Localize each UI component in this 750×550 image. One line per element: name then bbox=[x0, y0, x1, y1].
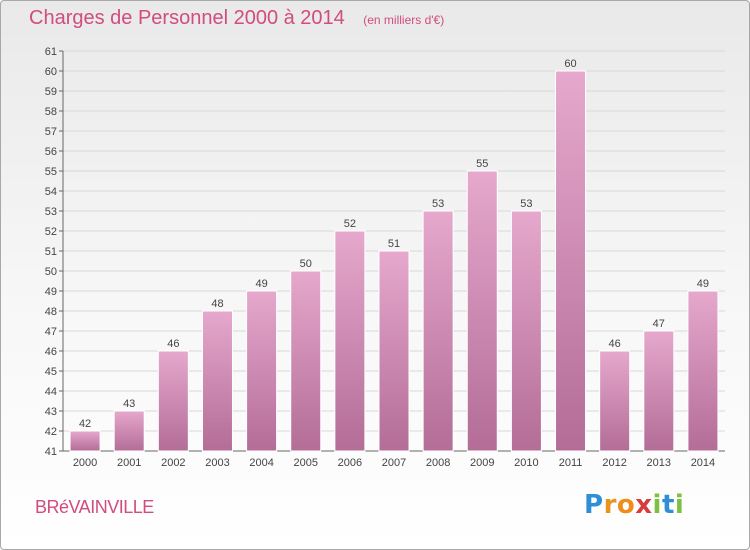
y-tick-label: 56 bbox=[45, 146, 57, 158]
bar-value-label: 50 bbox=[300, 258, 312, 270]
logo-letter: t bbox=[661, 490, 675, 520]
chart-header: Charges de Personnel 2000 à 2014 (en mil… bbox=[29, 7, 444, 30]
bar-value-label: 46 bbox=[609, 338, 621, 350]
bar bbox=[113, 410, 145, 452]
bar bbox=[334, 230, 366, 452]
y-tick-label: 46 bbox=[45, 346, 57, 358]
x-tick-label: 2009 bbox=[470, 457, 494, 469]
y-tick-label: 44 bbox=[45, 386, 57, 398]
y-tick-label: 50 bbox=[45, 266, 57, 278]
proxiti-logo: Proxiti bbox=[584, 490, 684, 520]
bar bbox=[157, 350, 189, 452]
bar bbox=[201, 310, 233, 452]
y-tick-label: 51 bbox=[45, 246, 57, 258]
y-tick-label: 48 bbox=[45, 306, 57, 318]
y-tick-label: 52 bbox=[45, 226, 57, 238]
bar bbox=[510, 210, 542, 452]
x-tick-label: 2003 bbox=[205, 457, 229, 469]
bar-value-labels: 42 43 46 48 49 50 52 51 53 55 53 60 46 47 49 bbox=[79, 58, 709, 430]
bar bbox=[687, 290, 719, 452]
y-tick-label: 61 bbox=[45, 46, 57, 58]
x-tick-label: 2004 bbox=[249, 457, 273, 469]
chart-subtitle: (en milliers d'€) bbox=[363, 13, 445, 27]
bar-value-label: 53 bbox=[432, 198, 444, 210]
y-tick-label: 54 bbox=[45, 186, 57, 198]
commune-name: BRéVAINVILLE bbox=[35, 497, 154, 517]
y-tick-label: 41 bbox=[45, 446, 57, 458]
x-tick-label: 2008 bbox=[426, 457, 450, 469]
bar-value-label: 49 bbox=[697, 278, 709, 290]
bar bbox=[422, 210, 454, 452]
y-tick-label: 58 bbox=[45, 106, 57, 118]
logo-letter: P bbox=[584, 490, 604, 520]
bar-value-label: 46 bbox=[167, 338, 179, 350]
chart-title: Charges de Personnel 2000 à 2014 bbox=[29, 7, 345, 29]
bar-value-label: 48 bbox=[211, 298, 223, 310]
bar-value-label: 42 bbox=[79, 418, 91, 430]
x-tick-label: 2011 bbox=[559, 457, 583, 469]
logo-letter: i bbox=[674, 490, 685, 520]
bar-value-label: 47 bbox=[653, 318, 665, 330]
bar-value-label: 55 bbox=[476, 158, 488, 170]
x-tick-label: 2006 bbox=[338, 457, 362, 469]
x-tick-label: 2014 bbox=[691, 457, 715, 469]
bar-value-label: 51 bbox=[388, 238, 400, 250]
bar bbox=[466, 170, 498, 452]
y-tick-label: 42 bbox=[45, 426, 57, 438]
bar bbox=[555, 70, 587, 452]
logo-letter: r bbox=[603, 490, 617, 520]
bar bbox=[69, 430, 101, 452]
bar bbox=[378, 250, 410, 452]
y-tick-label: 49 bbox=[45, 286, 57, 298]
x-axis-labels: 2000 2001 2002 2003 2004 2005 2006 2007 2008 2009… bbox=[73, 457, 715, 469]
x-tick-label: 2010 bbox=[514, 457, 538, 469]
bar-value-label: 49 bbox=[255, 278, 267, 290]
x-tick-label: 2001 bbox=[117, 457, 141, 469]
x-tick-label: 2013 bbox=[647, 457, 671, 469]
logo-letter: o bbox=[616, 490, 636, 520]
bar-value-label: 52 bbox=[344, 218, 356, 230]
logo-letter: x bbox=[635, 490, 653, 520]
bar-value-label: 60 bbox=[564, 58, 576, 70]
y-tick-label: 59 bbox=[45, 86, 57, 98]
bar bbox=[246, 290, 278, 452]
y-tick-label: 60 bbox=[45, 66, 57, 78]
x-tick-label: 2007 bbox=[382, 457, 406, 469]
bar-value-label: 53 bbox=[520, 198, 532, 210]
y-tick-label: 55 bbox=[45, 166, 57, 178]
y-tick-label: 53 bbox=[45, 206, 57, 218]
x-tick-label: 2012 bbox=[602, 457, 626, 469]
x-tick-label: 2005 bbox=[293, 457, 317, 469]
x-tick-label: 2002 bbox=[161, 457, 185, 469]
y-tick-label: 47 bbox=[45, 326, 57, 338]
bar bbox=[290, 270, 322, 452]
logo-letter: i bbox=[652, 490, 662, 520]
bar bbox=[643, 330, 675, 452]
y-tick-label: 57 bbox=[45, 126, 57, 138]
x-tick-label: 2000 bbox=[73, 457, 97, 469]
bar-value-label: 43 bbox=[123, 398, 135, 410]
bar bbox=[599, 350, 631, 452]
bars bbox=[69, 70, 719, 452]
y-tick-label: 43 bbox=[45, 406, 57, 418]
y-tick-label: 45 bbox=[45, 366, 57, 378]
